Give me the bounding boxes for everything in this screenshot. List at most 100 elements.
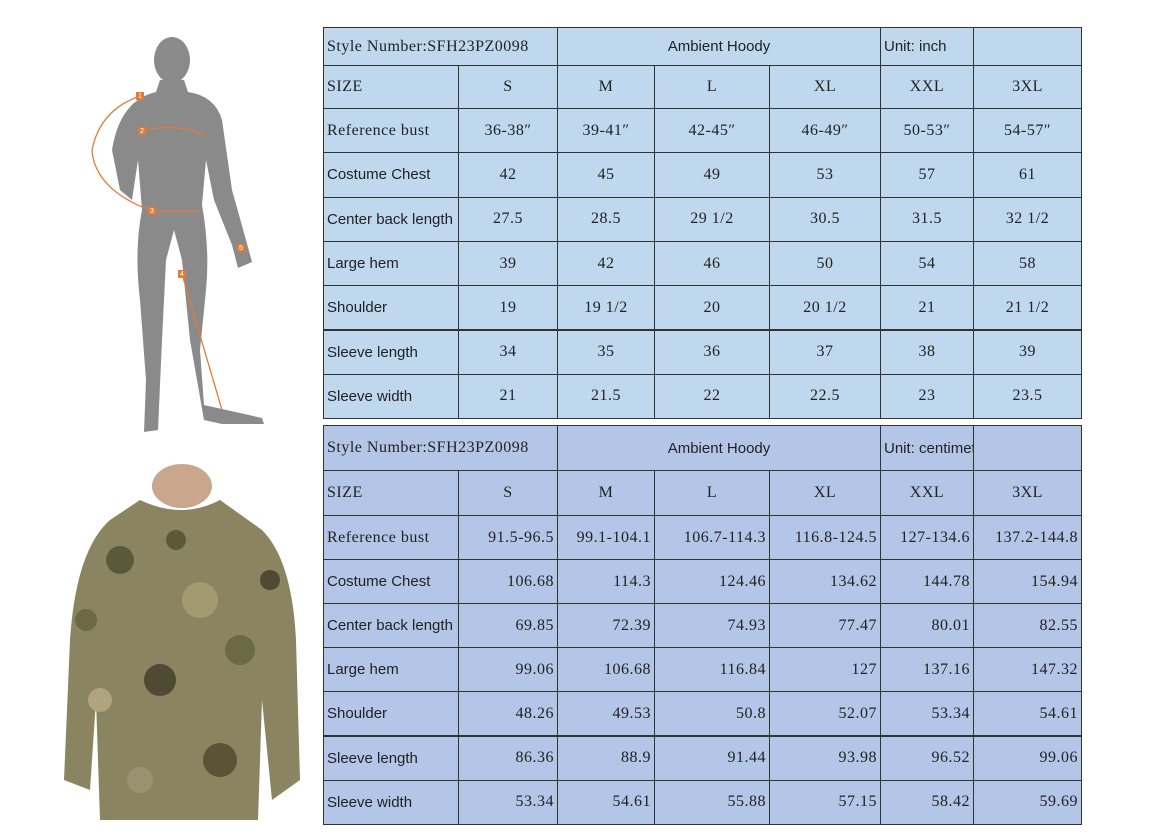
value-cell: 82.55: [973, 603, 1082, 649]
value-cell: 21: [880, 285, 974, 331]
size-header: M: [557, 470, 655, 516]
value-cell: 50.8: [654, 691, 770, 737]
value-cell: 124.46: [654, 559, 770, 605]
value-cell: 20 1/2: [769, 285, 881, 331]
value-cell: 53: [769, 152, 881, 198]
row-label: Sleeve width: [323, 779, 459, 825]
value-cell: 53.34: [880, 691, 974, 737]
size-header: M: [557, 65, 655, 109]
style-number: Style Number:SFH23PZ0098: [323, 27, 558, 66]
value-cell: 61: [973, 152, 1082, 198]
value-cell: 31.5: [880, 196, 974, 242]
value-cell: 57: [880, 152, 974, 198]
value-cell: 42: [557, 240, 655, 287]
value-cell: 99.06: [973, 735, 1082, 781]
row-label: Large hem: [323, 647, 459, 693]
value-cell: 116.84: [654, 647, 770, 693]
unit: Unit: centimeter: [880, 425, 974, 471]
size-header: XXL: [880, 470, 974, 516]
value-cell: 58.42: [880, 779, 974, 825]
value-cell: 21 1/2: [973, 285, 1082, 331]
value-cell: 32 1/2: [973, 196, 1082, 242]
value-cell: 45: [557, 152, 655, 198]
size-header: S: [458, 65, 558, 109]
value-cell: 42: [458, 152, 558, 198]
row-label: Costume Chest: [323, 559, 459, 605]
value-cell: 72.39: [557, 603, 655, 649]
marker-label: 4: [180, 271, 184, 278]
value-cell: 106.68: [458, 559, 558, 605]
value-cell: 57.15: [769, 779, 881, 825]
row-label: Sleeve length: [323, 329, 459, 375]
value-cell: 114.3: [557, 559, 655, 605]
value-cell: 50: [769, 240, 881, 287]
marker-label: 5: [239, 245, 243, 252]
row-label: Center back length: [323, 603, 459, 649]
value-cell: 42-45″: [654, 108, 770, 154]
size-header: XXL: [880, 65, 974, 109]
value-cell: 38: [880, 329, 974, 375]
marker-label: 2: [140, 128, 144, 135]
value-cell: 59.69: [973, 779, 1082, 825]
value-cell: 34: [458, 329, 558, 375]
value-cell: 19 1/2: [557, 285, 655, 331]
value-cell: 54.61: [973, 691, 1082, 737]
size-header: L: [654, 65, 770, 109]
size-header: 3XL: [973, 65, 1082, 109]
size-label: SIZE: [323, 65, 459, 109]
size-label: SIZE: [323, 470, 459, 516]
value-cell: 127-134.6: [880, 515, 974, 561]
value-cell: 80.01: [880, 603, 974, 649]
row-label: Costume Chest: [323, 152, 459, 198]
value-cell: 48.26: [458, 691, 558, 737]
value-cell: 19: [458, 285, 558, 331]
empty-cell: [973, 27, 1082, 66]
value-cell: 28.5: [557, 196, 655, 242]
size-header: XL: [769, 65, 881, 109]
value-cell: 154.94: [973, 559, 1082, 605]
value-cell: 39: [973, 329, 1082, 375]
row-label: Center back length: [323, 196, 459, 242]
value-cell: 99.06: [458, 647, 558, 693]
value-cell: 46: [654, 240, 770, 287]
value-cell: 22: [654, 373, 770, 420]
silhouette: 1 2 3 4 5: [91, 37, 264, 432]
value-cell: 106.7-114.3: [654, 515, 770, 561]
marker-label: 1: [138, 93, 142, 100]
value-cell: 134.62: [769, 559, 881, 605]
row-label: Shoulder: [323, 691, 459, 737]
value-cell: 35: [557, 329, 655, 375]
value-cell: 147.32: [973, 647, 1082, 693]
row-label: Sleeve width: [323, 373, 459, 420]
value-cell: 116.8-124.5: [769, 515, 881, 561]
value-cell: 21.5: [557, 373, 655, 420]
value-cell: 36: [654, 329, 770, 375]
value-cell: 54.61: [557, 779, 655, 825]
unit: Unit: inch: [880, 27, 974, 66]
value-cell: 137.2-144.8: [973, 515, 1082, 561]
value-cell: 22.5: [769, 373, 881, 420]
value-cell: 74.93: [654, 603, 770, 649]
value-cell: 77.47: [769, 603, 881, 649]
value-cell: 50-53″: [880, 108, 974, 154]
value-cell: 30.5: [769, 196, 881, 242]
value-cell: 86.36: [458, 735, 558, 781]
value-cell: 39-41″: [557, 108, 655, 154]
value-cell: 21: [458, 373, 558, 420]
value-cell: 49.53: [557, 691, 655, 737]
value-cell: 54: [880, 240, 974, 287]
product-photo: [64, 464, 300, 820]
row-label: Reference bust: [323, 515, 459, 561]
value-cell: 99.1-104.1: [557, 515, 655, 561]
row-label: Large hem: [323, 240, 459, 287]
value-cell: 52.07: [769, 691, 881, 737]
value-cell: 144.78: [880, 559, 974, 605]
size-header: L: [654, 470, 770, 516]
product-name: Ambient Hoody: [557, 27, 881, 66]
value-cell: 91.44: [654, 735, 770, 781]
value-cell: 137.16: [880, 647, 974, 693]
value-cell: 88.9: [557, 735, 655, 781]
size-header: XL: [769, 470, 881, 516]
value-cell: 69.85: [458, 603, 558, 649]
